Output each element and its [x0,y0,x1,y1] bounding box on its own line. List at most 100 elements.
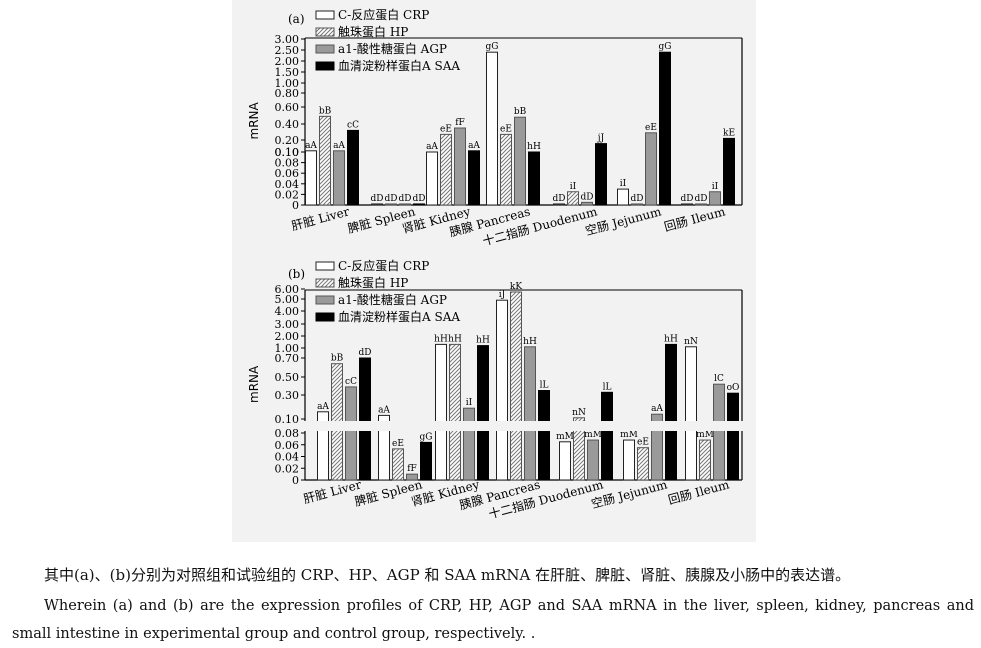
y-axis-label: mRNA [247,365,261,403]
legend-swatch [315,278,335,288]
legend-swatch [315,44,335,54]
bar [385,203,397,206]
bar-data-label: hH [476,336,490,346]
panel-label: (b) [288,267,305,281]
bar [727,392,739,481]
bar-data-label: gG [420,432,433,442]
bar-data-label: dD [581,192,594,202]
bar [496,299,508,481]
legend-label: C-反应蛋白 CRP [338,7,429,22]
bar [573,417,585,481]
bar [345,386,357,481]
bar [595,143,607,206]
y-tick-label: 0 [292,474,299,487]
figure-canvas: (a)mRNA00.020.040.060.080.100.100.200.40… [232,0,756,542]
bar [347,129,359,206]
y-tick-label: 3.00 [275,33,300,46]
panel-label: (a) [288,12,305,26]
y-tick-label: 0.30 [275,389,300,402]
y-tick-label: 0.10 [275,413,300,426]
y-tick-label: 0.80 [275,87,300,100]
bar-data-label: dD [385,194,398,204]
bar-data-label: mM [584,430,602,440]
legend-label: C-反应蛋白 CRP [338,258,429,273]
bar-data-label: dD [681,194,694,204]
legend-label: 触珠蛋白 HP [338,275,408,290]
bar [426,151,438,206]
bar [623,439,635,481]
bar-data-label: dD [399,194,412,204]
bar-data-label: dD [371,194,384,204]
bar-data-label: eE [440,124,452,134]
axis-break-mask [306,421,741,431]
bar [317,411,329,481]
bar [713,383,725,481]
y-tick-label: 2.50 [275,44,300,57]
bar [305,150,317,206]
bar-data-label: hH [527,142,541,152]
bar [500,133,512,206]
bar-data-label: eE [637,438,649,448]
y-tick-label: 1.00 [275,77,300,90]
y-tick-label: 3.00 [275,318,300,331]
bar [581,201,593,206]
bar [651,413,663,481]
bar [601,391,613,481]
legend-swatch [315,27,335,37]
bar-data-label: dD [695,194,708,204]
bar-data-label: aA [426,142,438,152]
bar [359,357,371,481]
bar-data-label: hH [664,334,678,344]
legend-label: 血清淀粉样蛋白A SAA [338,58,460,73]
y-tick-label: 5.00 [275,293,300,306]
y-tick-label: 6.00 [275,283,300,296]
legend-label: 触珠蛋白 HP [338,24,408,39]
y-tick-label: 0.08 [275,427,300,440]
bar [695,203,707,206]
bar [659,51,671,206]
bar [665,343,677,481]
bar-data-label: fF [407,464,417,474]
y-tick-label: 0.02 [275,462,300,475]
bar-data-label: dD [359,348,372,358]
bar [468,150,480,206]
bar [392,448,404,481]
bar [681,203,693,206]
bar-data-label: mM [556,432,574,442]
bar-data-label: eE [645,123,657,133]
y-tick-label: 1.50 [275,66,300,79]
y-tick-label: 0.70 [275,352,300,365]
bar [420,441,432,481]
bar-data-label: bB [514,107,527,117]
bar [709,191,721,206]
bar-data-label: hH [523,337,537,347]
bar [413,203,425,206]
y-tick-label: 0.08 [275,157,300,170]
bar [463,407,475,481]
bar-data-label: eE [392,439,404,449]
y-tick-label: 0.06 [275,439,300,452]
bar-data-label: kE [723,128,735,138]
bar-data-label: nN [572,408,586,418]
bar-data-label: nN [684,337,698,347]
bar-data-label: fF [455,118,465,128]
bar [514,116,526,206]
bar-data-label: aA [378,405,390,415]
y-tick-label: 2.00 [275,55,300,68]
y-tick-label: 1.00 [275,342,300,355]
y-tick-label: 0.50 [275,371,300,384]
bar [477,345,489,481]
bar [406,473,418,481]
legend-swatch [315,261,335,271]
bar [399,203,411,206]
legend-label: a1-酸性糖蛋白 AGP [338,41,447,56]
y-tick-label: 0.04 [275,178,300,191]
y-tick-label: 0.02 [275,188,300,201]
bar-data-label: bB [331,354,344,364]
legend-swatch [315,312,335,322]
bar-data-label: aA [317,402,329,412]
legend-swatch [315,61,335,71]
bar [510,291,522,481]
legend-label: 血清淀粉样蛋白A SAA [338,309,460,324]
bar [378,414,390,481]
